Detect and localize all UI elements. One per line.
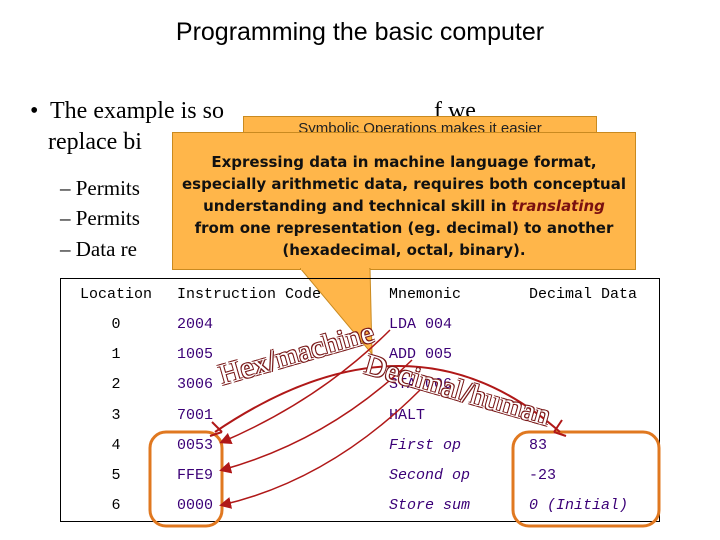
cell-mnemonic: First op (389, 436, 462, 454)
hex-highlight (148, 430, 224, 528)
cell-mnemonic: Second op (389, 467, 471, 485)
link-arc-head-right (553, 419, 567, 437)
cell-location: 6 (111, 497, 121, 515)
program-table: Location Instruction Code Mnemonic Decim… (60, 278, 660, 522)
cell-code: 0000 (177, 497, 214, 515)
header-location: Location (79, 285, 152, 303)
table-row: 2 3006 STA 006 (61, 370, 660, 400)
header-mnemonic: Mnemonic (389, 285, 462, 303)
bullet-line2: replace bi (48, 129, 142, 155)
table-row: 1 1005 ADD 005 (61, 339, 660, 369)
table-row: 5 FFE9 Second op -23 (61, 460, 660, 490)
callout-line2: especially arithmetic data, requires bot… (181, 175, 627, 193)
cell-code: 0053 (177, 436, 214, 454)
table-row: 0 2004 LDA 004 (61, 309, 660, 339)
link-arc (214, 365, 561, 433)
cell-location: 1 (111, 346, 121, 364)
callout-tail (300, 268, 373, 356)
cell-mnemonic: ADD 005 (389, 346, 453, 364)
bullet-dot: • (30, 98, 39, 124)
bullet-line1: The example is so (50, 98, 224, 124)
cell-data: 83 (529, 436, 548, 454)
cell-mnemonic: LDA 004 (389, 315, 453, 333)
arrow-2 (219, 359, 413, 474)
cell-code: 7001 (177, 406, 214, 424)
table-row: 6 0000 Store sum 0 (Initial) (61, 491, 660, 522)
cell-data: -23 (529, 467, 557, 485)
callout-emphasis: translating (511, 197, 605, 215)
cell-location: 0 (111, 315, 121, 333)
bullet-main: • The example is so f we (30, 97, 476, 126)
table-row: 4 0053 First op 83 (61, 430, 660, 460)
cell-data: 0 (Initial) (529, 497, 629, 515)
header-instruction-code: Instruction Code (177, 285, 322, 303)
cell-mnemonic: STA 006 (389, 376, 453, 394)
table-header-row: Location Instruction Code Mnemonic Decim… (61, 279, 660, 310)
cell-location: 3 (111, 406, 121, 424)
cell-code: 1005 (177, 346, 214, 364)
subbullet-3: – Data re (60, 237, 137, 261)
callout-line1: Expressing data in machine language form… (211, 153, 597, 171)
cell-code: FFE9 (177, 467, 214, 485)
cell-location: 4 (111, 436, 121, 454)
header-decimal-data: Decimal Data (529, 285, 638, 303)
link-arc-head-left (209, 421, 223, 437)
cell-code: 2004 (177, 315, 214, 333)
cell-code: 3006 (177, 376, 214, 394)
arrow-3 (219, 389, 421, 509)
cell-location: 5 (111, 467, 121, 485)
callout-line4: from one representation (eg. decimal) to… (194, 219, 614, 237)
decimal-highlight (511, 430, 661, 528)
subbullet-2: – Permits (60, 206, 140, 230)
subbullet-1: – Permits (60, 176, 140, 200)
callout-line5: (hexadecimal, octal, binary). (282, 241, 526, 259)
slide-title: Programming the basic computer (175, 18, 545, 46)
callout-box: Expressing data in machine language form… (172, 132, 636, 270)
callout-line3: understanding and technical skill in tra… (203, 197, 605, 215)
arrow-1 (219, 329, 391, 444)
cell-location: 2 (111, 376, 121, 394)
cell-mnemonic: Store sum (389, 497, 471, 515)
